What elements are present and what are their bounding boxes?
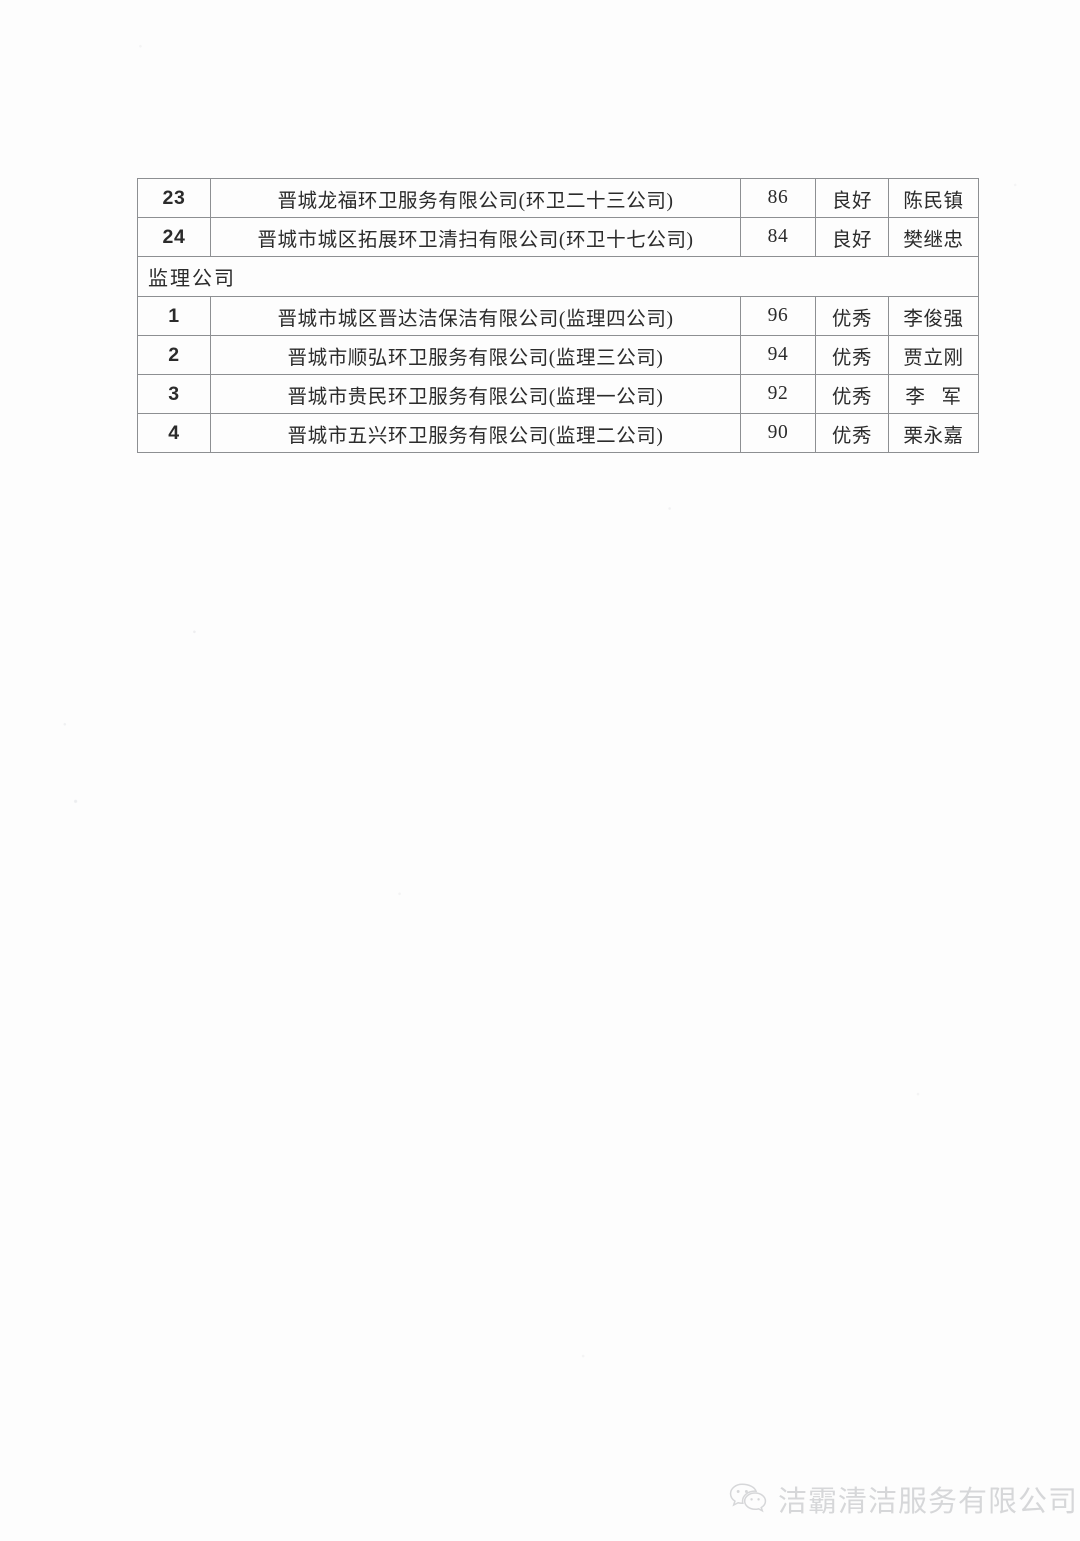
person-cell: 栗永嘉	[888, 413, 979, 453]
company-name-cell: 晋城市城区晋达洁保洁有限公司(监理四公司)	[210, 296, 741, 336]
watermark-text: 洁霸清洁服务有限公司	[778, 1486, 1079, 1518]
evaluation-results-table: 23 晋城龙福环卫服务有限公司(环卫二十三公司) 86 良好 陈民镇 24 晋城…	[137, 178, 979, 453]
row-number-cell: 1	[137, 296, 211, 336]
person-cell: 陈民镇	[888, 178, 979, 218]
row-number-cell: 4	[137, 413, 211, 453]
score-cell: 94	[740, 335, 816, 375]
company-name-cell: 晋城市五兴环卫服务有限公司(监理二公司)	[210, 413, 741, 453]
score-cell: 90	[740, 413, 816, 453]
row-number-cell: 2	[137, 335, 211, 375]
person-cell: 李军	[888, 374, 979, 414]
company-name-cell: 晋城市贵民环卫服务有限公司(监理一公司)	[210, 374, 741, 414]
section-header-row: 监理公司	[137, 256, 979, 297]
grade-cell: 优秀	[815, 374, 889, 414]
grade-cell: 优秀	[815, 335, 889, 375]
table-row: 4 晋城市五兴环卫服务有限公司(监理二公司) 90 优秀 栗永嘉	[137, 413, 979, 453]
grade-cell: 良好	[815, 217, 889, 257]
person-givenname: 军	[941, 386, 962, 408]
person-cell: 李俊强	[888, 296, 979, 336]
score-cell: 86	[740, 178, 816, 218]
company-name-cell: 晋城龙福环卫服务有限公司(环卫二十三公司)	[210, 178, 741, 218]
row-number-cell: 24	[137, 217, 211, 257]
score-cell: 92	[740, 374, 816, 414]
person-surname: 李	[905, 386, 926, 408]
score-cell: 96	[740, 296, 816, 336]
section-header-label: 监理公司	[137, 256, 979, 297]
grade-cell: 良好	[815, 178, 889, 218]
table-row: 24 晋城市城区拓展环卫清扫有限公司(环卫十七公司) 84 良好 樊继忠	[137, 217, 979, 257]
person-cell: 樊继忠	[888, 217, 979, 257]
table-body: 23 晋城龙福环卫服务有限公司(环卫二十三公司) 86 良好 陈民镇 24 晋城…	[137, 178, 979, 453]
table-row: 1 晋城市城区晋达洁保洁有限公司(监理四公司) 96 优秀 李俊强	[137, 296, 979, 336]
grade-cell: 优秀	[815, 413, 889, 453]
person-cell: 贾立刚	[888, 335, 979, 375]
score-cell: 84	[740, 217, 816, 257]
row-number-cell: 3	[137, 374, 211, 414]
watermark: 洁霸清洁服务有限公司	[728, 1478, 1078, 1520]
wechat-icon	[729, 1483, 767, 1513]
table-row: 3 晋城市贵民环卫服务有限公司(监理一公司) 92 优秀 李军	[137, 374, 979, 414]
table-row: 23 晋城龙福环卫服务有限公司(环卫二十三公司) 86 良好 陈民镇	[137, 178, 979, 218]
table-row: 2 晋城市顺弘环卫服务有限公司(监理三公司) 94 优秀 贾立刚	[137, 335, 979, 375]
company-name-cell: 晋城市城区拓展环卫清扫有限公司(环卫十七公司)	[210, 217, 741, 257]
grade-cell: 优秀	[815, 296, 889, 336]
company-name-cell: 晋城市顺弘环卫服务有限公司(监理三公司)	[210, 335, 741, 375]
row-number-cell: 23	[137, 178, 211, 218]
